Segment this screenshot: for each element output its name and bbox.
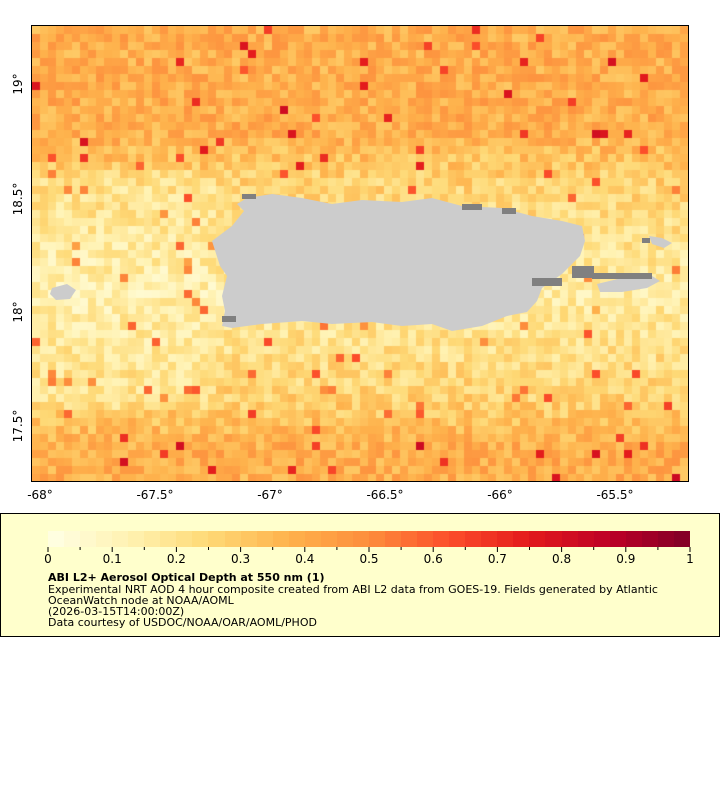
colorbar-tick-label: 1 bbox=[686, 552, 694, 566]
legend-credit: Data courtesy of USDOC/NOAA/OAR/AOML/PHO… bbox=[48, 616, 317, 629]
colorbar-segment bbox=[465, 531, 482, 547]
land-layer bbox=[50, 194, 672, 331]
colorbar-segment bbox=[160, 531, 177, 547]
lon-tick-label: -66.5° bbox=[366, 488, 404, 502]
colorbar-segment bbox=[176, 531, 193, 547]
colorbar-segment bbox=[625, 531, 642, 547]
legend-description-1: Experimental NRT AOD 4 hour composite cr… bbox=[48, 583, 658, 596]
colorbar-segment bbox=[256, 531, 273, 547]
colorbar-tick-label: 0.7 bbox=[487, 552, 507, 566]
legend-time: (2026-03-15T14:00:00Z) bbox=[48, 605, 185, 618]
colorbar-segment bbox=[208, 531, 225, 547]
colorbar-tick-label: 0.1 bbox=[102, 552, 122, 566]
colorbar-tick-label: 0.4 bbox=[295, 552, 315, 566]
colorbar-segment bbox=[192, 531, 209, 547]
colorbar-segment bbox=[449, 531, 466, 547]
colorbar-segment bbox=[288, 531, 305, 547]
colorbar-segment bbox=[545, 531, 562, 547]
colorbar-segment bbox=[352, 531, 369, 547]
colorbar-tick-label: 0.2 bbox=[166, 552, 186, 566]
lon-tick-label: -67° bbox=[257, 488, 283, 502]
colorbar-segment bbox=[433, 531, 450, 547]
colorbar-segment bbox=[673, 531, 690, 547]
colorbar-segment bbox=[368, 531, 385, 547]
colorbar-segment bbox=[144, 531, 161, 547]
lat-tick-label: 19° bbox=[11, 73, 25, 95]
mona-island-land bbox=[50, 284, 76, 300]
colorbar-segment bbox=[497, 531, 514, 547]
colorbar-segment bbox=[417, 531, 434, 547]
colorbar-tick-label: 0 bbox=[44, 552, 52, 566]
colorbar-segment bbox=[593, 531, 610, 547]
lat-tick-label: 18° bbox=[11, 301, 25, 323]
colorbar-segment bbox=[112, 531, 129, 547]
lon-tick-label: -66° bbox=[487, 488, 513, 502]
culebra-land bbox=[649, 236, 672, 248]
colorbar-segment bbox=[96, 531, 113, 547]
colorbar-segment bbox=[529, 531, 546, 547]
lon-tick-label: -68° bbox=[27, 488, 53, 502]
colorbar-segment bbox=[577, 531, 594, 547]
colorbar-segment bbox=[272, 531, 289, 547]
aod-map[interactable] bbox=[31, 25, 689, 482]
legend-panel: 0 0.1 0.2 0.3 0.4 0.5 0.6 0.7 0.8 0.9 1 ABI L2+ Ae… bbox=[0, 513, 720, 637]
puerto-rico-land bbox=[212, 194, 585, 331]
legend-description-2: OceanWatch node at NOAA/AOML bbox=[48, 594, 234, 607]
colorbar-segment bbox=[64, 531, 81, 547]
colorbar-segment bbox=[384, 531, 402, 547]
colorbar-tick-label: 0.3 bbox=[231, 552, 251, 566]
colorbar-segment bbox=[641, 531, 658, 547]
lat-tick-label: 18.5° bbox=[11, 182, 25, 216]
colorbar-segment bbox=[48, 531, 65, 547]
colorbar-tick-label: 0.5 bbox=[359, 552, 379, 566]
colorbar-segment bbox=[609, 531, 626, 547]
lon-tick-label: -67.5° bbox=[136, 488, 174, 502]
colorbar-segment bbox=[128, 531, 145, 547]
colorbar-segment bbox=[481, 531, 498, 547]
colorbar-segment bbox=[336, 531, 353, 547]
nodata-cells bbox=[222, 194, 652, 322]
colorbar-tick-label: 0.6 bbox=[423, 552, 443, 566]
colorbar-tick-label: 0.8 bbox=[552, 552, 572, 566]
colorbar-segment bbox=[304, 531, 321, 547]
colorbar-segment bbox=[320, 531, 337, 547]
lon-tick-label: -65.5° bbox=[596, 488, 634, 502]
colorbar-segment bbox=[80, 531, 97, 547]
colorbar-segment bbox=[224, 531, 241, 547]
colorbar-segment bbox=[240, 531, 257, 547]
colorbar-ticks bbox=[47, 547, 691, 552]
colorbar-segment bbox=[561, 531, 578, 547]
colorbar bbox=[48, 531, 690, 547]
lat-tick-label: 17.5° bbox=[11, 409, 25, 443]
colorbar-segment bbox=[401, 531, 418, 547]
colorbar-tick-label: 0.9 bbox=[616, 552, 636, 566]
colorbar-segment bbox=[657, 531, 674, 547]
vieques-land bbox=[597, 276, 660, 292]
legend-title: ABI L2+ Aerosol Optical Depth at 550 nm … bbox=[48, 571, 325, 584]
colorbar-segment bbox=[513, 531, 530, 547]
